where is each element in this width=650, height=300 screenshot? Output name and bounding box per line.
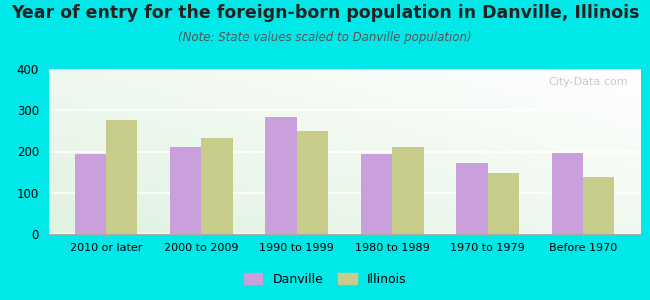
Bar xyxy=(202,138,233,234)
Bar xyxy=(583,177,614,234)
Text: Year of entry for the foreign-born population in Danville, Illinois: Year of entry for the foreign-born popul… xyxy=(11,4,639,22)
Bar xyxy=(392,147,424,234)
Bar xyxy=(456,163,488,234)
Text: (Note: State values scaled to Danville population): (Note: State values scaled to Danville p… xyxy=(178,32,472,44)
Text: City-Data.com: City-Data.com xyxy=(549,77,629,87)
Bar xyxy=(75,154,106,234)
Bar xyxy=(297,131,328,234)
Bar xyxy=(361,154,392,234)
Bar xyxy=(106,120,138,234)
Bar xyxy=(170,147,202,234)
Bar xyxy=(552,153,583,234)
Bar xyxy=(265,117,297,234)
Bar xyxy=(488,173,519,234)
Legend: Danville, Illinois: Danville, Illinois xyxy=(239,268,411,291)
